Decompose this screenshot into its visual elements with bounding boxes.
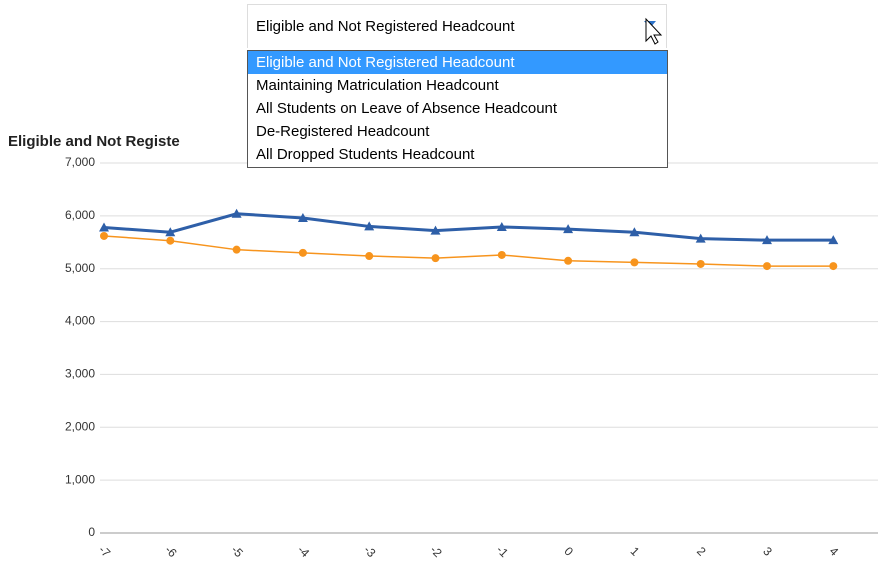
x-tick-label: -7 — [96, 543, 114, 561]
point — [629, 227, 640, 237]
pointer — [645, 17, 663, 45]
point — [763, 262, 771, 271]
x-tick-label: 2 — [694, 544, 709, 559]
y-tick-label: 1,000 — [65, 472, 95, 486]
x-tick-label: -6 — [162, 543, 180, 561]
point — [563, 224, 574, 234]
x-tick-label: -4 — [295, 543, 313, 561]
point — [497, 250, 506, 259]
point — [166, 236, 175, 245]
point — [630, 258, 639, 267]
y-tick-label: 2,000 — [65, 419, 95, 433]
y-tick-label: 6,000 — [65, 208, 95, 222]
point — [695, 233, 706, 243]
point — [298, 248, 307, 257]
y-tick-label: 4,000 — [65, 314, 95, 328]
point — [696, 259, 705, 268]
cursor — [644, 17, 663, 45]
point — [100, 231, 108, 240]
point — [231, 208, 242, 218]
x-tick-label: -2 — [427, 543, 445, 561]
x-tick-label: 1 — [628, 544, 643, 559]
series-line — [103, 212, 834, 242]
y-tick-label: 5,000 — [65, 261, 95, 275]
y-tick-label: 0 — [88, 525, 95, 539]
point — [430, 225, 441, 235]
grid — [100, 162, 878, 534]
x-tick-label: 4 — [827, 544, 842, 559]
dropdown-selected: Eligible and Not Registered Headcount — [256, 18, 515, 35]
point — [365, 252, 374, 261]
chart-title: Eligible and Not Registe — [8, 133, 180, 150]
dropdown-option[interactable]: All Students on Leave of Absence Headcou… — [256, 100, 558, 117]
x-tick-label: -5 — [228, 543, 246, 561]
point — [496, 221, 507, 231]
dropdown-option[interactable]: De-Registered Headcount — [256, 123, 430, 140]
x-tick-label: 0 — [561, 544, 576, 559]
point — [364, 221, 375, 231]
point — [99, 222, 109, 232]
dropdown[interactable]: Eligible and Not Registered Headcount — [247, 4, 667, 48]
x-tick-label: 3 — [760, 544, 775, 559]
dropdown-list: Eligible and Not Registered Headcount Mai… — [247, 50, 668, 168]
point — [762, 235, 772, 245]
x-tick-label: -3 — [361, 543, 379, 561]
series-line — [103, 235, 834, 267]
dropdown-option[interactable]: All Dropped Students Headcount — [256, 146, 475, 163]
point — [232, 245, 241, 254]
point — [829, 262, 838, 271]
point — [564, 256, 573, 265]
point — [165, 227, 176, 237]
y-tick-label: 3,000 — [65, 367, 95, 381]
dropdown-option[interactable]: Eligible and Not Registered Headcount — [248, 51, 667, 74]
x-tick-label: -1 — [494, 543, 512, 561]
y-tick-label: 7,000 — [65, 155, 95, 169]
point — [431, 254, 440, 263]
point — [828, 235, 839, 245]
dropdown-option[interactable]: Maintaining Matriculation Headcount — [256, 77, 499, 94]
point — [297, 212, 308, 222]
